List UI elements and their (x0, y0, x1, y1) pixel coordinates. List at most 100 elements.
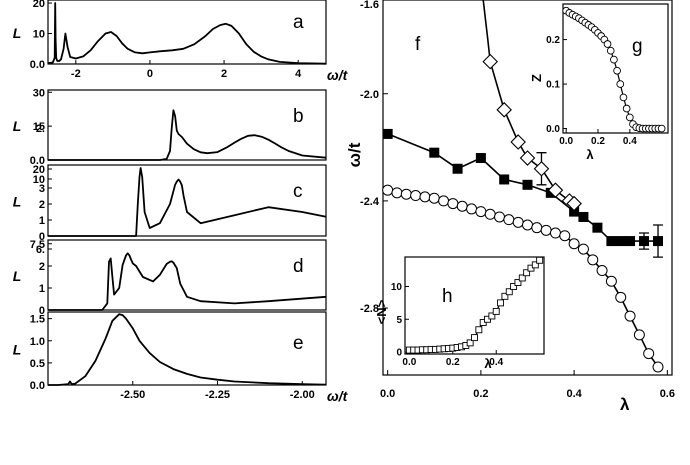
data-point (643, 348, 655, 360)
panel-d: 0 1 2 6.7.5 L d (13, 239, 327, 317)
data-point (592, 222, 603, 233)
series-circle-open (382, 184, 664, 373)
data-point (492, 307, 500, 315)
y-axis-label: L (13, 268, 22, 284)
panel-frame (47, 311, 327, 386)
y-tick-label: 3 (39, 183, 45, 195)
spectral-curve-d (48, 252, 327, 311)
y-tick-label: 0.1 (546, 80, 560, 91)
x-tick-label: 0.2 (446, 357, 460, 368)
data-point (514, 279, 522, 287)
data-point (615, 236, 626, 247)
data-point (547, 182, 564, 198)
data-point (501, 292, 509, 300)
x-axis-label: ω/t (327, 67, 349, 83)
data-point (484, 208, 496, 220)
y-tick-label: 20 (33, 0, 45, 10)
x-axis-label: ω/t (327, 388, 349, 404)
data-point (482, 53, 498, 70)
y-axis-label: L (13, 118, 22, 134)
data-point (610, 55, 618, 64)
data-point (518, 274, 526, 282)
x-tick-label: 0.0 (559, 136, 573, 147)
y-tick-label-break: 2. (36, 123, 45, 135)
panel-e: 0.0 0.5 1.0 1.5 -2.50 -2.25 -2.00 ω/t L e (13, 311, 349, 404)
data-point (496, 102, 512, 118)
y-tick-label: 0.5 (30, 358, 45, 370)
data-point (657, 124, 666, 133)
y-tick-label: -2.0 (360, 89, 379, 101)
data-point (619, 93, 628, 102)
data-point (639, 236, 650, 247)
data-point (587, 254, 599, 266)
y-tick-label: 0.0 (30, 380, 45, 392)
data-point (578, 211, 589, 222)
data-point (488, 312, 496, 320)
data-point (475, 206, 487, 218)
data-point (519, 150, 536, 166)
y-tick-label: 0.0 (30, 59, 45, 71)
y-axis-label: ω/t (345, 142, 364, 167)
panel-frame (47, 89, 327, 161)
data-point (456, 200, 468, 212)
data-point (653, 236, 664, 247)
y-axis-label: <N> (374, 299, 389, 324)
series-line (482, 0, 575, 205)
data-point (566, 195, 582, 212)
inset-panel-h: 0.0 0.2 0.4 0 5 10 h λ <N> (374, 256, 545, 371)
data-point (400, 188, 412, 200)
x-tick-label: 4 (295, 68, 302, 80)
spectral-curve-e (48, 313, 327, 386)
data-point (522, 179, 533, 190)
panel-frame (47, 0, 327, 65)
data-point (633, 329, 645, 341)
y-tick-label: 10 (33, 29, 45, 41)
data-point (466, 203, 478, 215)
y-tick-label-top: -1.6 (360, 0, 379, 11)
panel-label: e (293, 333, 304, 354)
x-axis-label: λ (586, 147, 594, 162)
data-point (625, 113, 634, 122)
data-point (428, 192, 440, 204)
panel-label: g (632, 36, 643, 57)
x-tick-label: 2 (221, 68, 227, 80)
y-tick-label: 2 (39, 261, 45, 273)
y-axis-label: L (13, 25, 22, 41)
data-point (510, 283, 518, 290)
x-tick-label: -2.00 (290, 389, 315, 401)
y-tick-label: 0 (396, 348, 402, 359)
y-tick-label: 10 (33, 174, 45, 186)
data-point (540, 224, 552, 236)
data-point (438, 195, 450, 207)
y-tick-label: 7.5 (30, 239, 45, 251)
x-tick-label: -2.50 (120, 389, 145, 401)
panel-a: 0.0 10 20 -2 0 2 4 ω/t L a (13, 0, 349, 83)
x-tick-label: 0.4 (623, 136, 637, 147)
x-axis-label: λ (484, 356, 492, 371)
x-tick-label: 0.2 (591, 136, 605, 147)
data-point (499, 174, 510, 185)
spectral-curve-b (48, 109, 327, 161)
right-panel-dispersion: 0.0 0.2 0.4 0.6-2.0-2.4-2.8-1.6λω/tf0.0 0.2 0… (345, 0, 675, 414)
y-tick-label: 0 (39, 231, 45, 243)
x-tick-label: -2 (71, 68, 81, 80)
series-diamond-open (482, 0, 582, 212)
data-point (606, 236, 617, 247)
data-point (549, 227, 561, 239)
y-tick-label: 1 (39, 283, 45, 295)
y-tick-label: 6. (36, 244, 45, 256)
x-tick-label: 0.0 (380, 388, 395, 400)
y-tick-label: 30 (33, 87, 45, 99)
y-axis-label: L (13, 194, 22, 210)
data-point (505, 288, 513, 296)
y-tick-label: 0 (39, 305, 45, 317)
data-point (494, 211, 506, 223)
y-tick-label: 20 (33, 164, 45, 176)
x-tick-label: 0.4 (566, 388, 582, 400)
data-point (559, 230, 571, 242)
x-tick-label: 0 (147, 68, 153, 80)
data-point (603, 40, 612, 48)
data-point (429, 147, 440, 158)
